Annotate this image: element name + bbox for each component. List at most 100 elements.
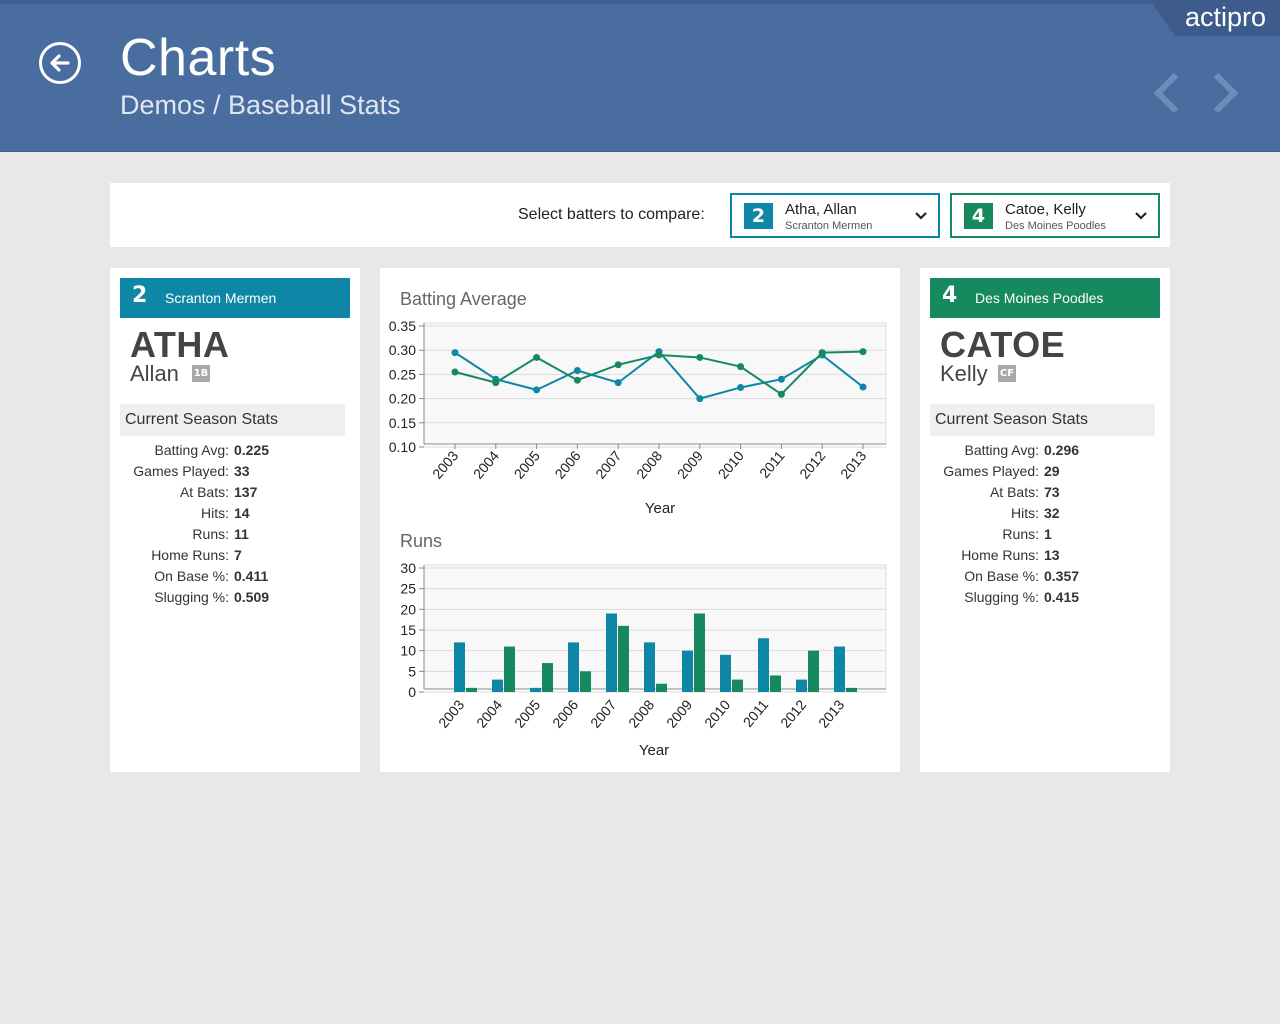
player1-stat-label: At Bats: — [179, 484, 229, 500]
avg-series-1-point — [573, 367, 581, 375]
runs-series-1-bar — [530, 687, 541, 692]
player2-stat-value: 73 — [1044, 484, 1060, 500]
player1-stat-label: Hits: — [201, 505, 229, 521]
runs-x-tick-label: 2006 — [549, 696, 581, 730]
player2-stat-label: On Base %: — [964, 568, 1039, 584]
runs-x-axis-label: Year — [639, 742, 669, 759]
avg-x-tick-label: 2009 — [674, 447, 706, 481]
avg-series-1-point — [859, 383, 867, 391]
player2-stat-row: Home Runs: 13 — [920, 547, 1160, 568]
player1-stat-label: Slugging %: — [154, 589, 229, 605]
runs-series-1-bar — [644, 642, 655, 692]
player1-stat-row: On Base %: 0.411 — [110, 568, 350, 589]
runs-series-2-bar — [656, 683, 667, 692]
batter2-dropdown[interactable]: 4 Catoe, Kelly Des Moines Poodles — [950, 193, 1160, 238]
player1-stat-label: Home Runs: — [151, 547, 229, 563]
player2-stat-value: 0.415 — [1044, 589, 1080, 605]
player2-stat-row: On Base %: 0.357 — [920, 568, 1160, 589]
player2-stat-label: Hits: — [1011, 505, 1039, 521]
player1-stat-value: 0.509 — [234, 589, 270, 605]
chevron-left-icon[interactable] — [1150, 72, 1184, 114]
avg-series-1-point — [533, 386, 541, 394]
player2-stat-label: Runs: — [1002, 526, 1039, 542]
player2-stat-value: 29 — [1044, 463, 1060, 479]
player1-stat-row: Hits: 14 — [110, 505, 350, 526]
player1-last-name: ATHA — [130, 324, 230, 365]
avg-x-tick-label: 2013 — [837, 447, 869, 481]
player1-panel: 2 Scranton Mermen ATHA Allan 1B Current … — [110, 268, 360, 772]
avg-series-1-point — [737, 383, 745, 391]
runs-series-2-bar — [618, 625, 629, 692]
player2-first-name: Kelly — [940, 361, 988, 386]
batter1-number: 2 — [744, 203, 773, 229]
avg-series-2-point — [777, 390, 785, 398]
actipro-logo: actipro — [1185, 2, 1267, 32]
batter2-team: Des Moines Poodles — [1005, 220, 1106, 232]
avg-series-2-point — [492, 379, 500, 387]
avg-y-tick-label: 0.25 — [389, 366, 416, 382]
breadcrumb: Demos / Baseball Stats — [120, 90, 401, 120]
batter1-name: Atha, Allan — [785, 201, 857, 218]
runs-x-tick-label: 2010 — [701, 696, 733, 730]
avg-series-2-point — [573, 376, 581, 384]
runs-series-2-bar — [466, 687, 477, 692]
avg-x-tick-label: 2012 — [796, 447, 828, 481]
runs-series-2-bar — [732, 679, 743, 692]
player1-stat-value: 0.411 — [234, 568, 269, 584]
chevron-right-icon[interactable] — [1208, 72, 1242, 114]
avg-x-tick-label: 2006 — [551, 447, 583, 481]
runs-x-tick-label: 2008 — [625, 696, 657, 730]
player1-team-banner: 2 Scranton Mermen — [120, 278, 350, 318]
avg-x-tick-label: 2004 — [470, 447, 502, 481]
player1-stat-value: 7 — [234, 547, 242, 563]
player1-stat-value: 0.225 — [234, 442, 270, 458]
player1-stat-label: Runs: — [192, 526, 229, 542]
batter1-team: Scranton Mermen — [785, 220, 873, 232]
runs-series-1-bar — [492, 679, 503, 692]
player2-stat-value: 32 — [1044, 505, 1060, 521]
batter2-name: Catoe, Kelly — [1005, 201, 1086, 218]
avg-series-2-point — [737, 363, 745, 371]
batter1-dropdown[interactable]: 2 Atha, Allan Scranton Mermen — [730, 193, 940, 238]
avg-x-tick-label: 2010 — [715, 447, 747, 481]
player1-team: Scranton Mermen — [165, 290, 277, 306]
player1-season-header: Current Season Stats — [120, 404, 345, 436]
runs-x-tick-label: 2012 — [777, 696, 809, 730]
player2-stat-row: Hits: 32 — [920, 505, 1160, 526]
runs-y-tick-label: 25 — [400, 581, 416, 597]
avg-y-tick-label: 0.35 — [389, 318, 416, 334]
avg-series-2-point — [533, 353, 541, 361]
avg-series-2-point — [614, 361, 622, 369]
player1-stat-value: 11 — [234, 526, 249, 542]
app-header: Charts Demos / Baseball Stats actipro — [0, 0, 1280, 152]
header-top-line — [0, 0, 1160, 4]
player1-number: 2 — [132, 283, 148, 308]
player2-stat-row: At Bats: 73 — [920, 484, 1160, 505]
player2-stat-label: Games Played: — [943, 463, 1039, 479]
runs-series-2-bar — [846, 687, 857, 692]
chevron-down-icon — [915, 212, 927, 220]
runs-y-tick-label: 15 — [400, 622, 416, 638]
runs-y-tick-label: 30 — [400, 560, 416, 576]
runs-series-1-bar — [758, 638, 769, 692]
page-title: Charts — [120, 29, 277, 87]
player1-stat-value: 137 — [234, 484, 258, 500]
player2-stat-value: 0.296 — [1044, 442, 1080, 458]
back-button[interactable] — [39, 42, 81, 84]
player2-stat-row: Games Played: 29 — [920, 463, 1160, 484]
chevron-down-icon — [1135, 212, 1147, 220]
player2-number: 4 — [942, 283, 958, 308]
runs-series-1-bar — [834, 646, 845, 692]
player2-position-badge: CF — [998, 365, 1016, 382]
charts-panel: Batting Average Runs 0.35 0.30 0.25 0.20 0.1… — [380, 268, 900, 772]
avg-series-1-point — [777, 375, 785, 383]
runs-series-1-bar — [454, 642, 465, 692]
avg-series-1-point — [451, 349, 459, 357]
player2-stat-row: Slugging %: 0.415 — [920, 589, 1160, 610]
runs-x-tick-label: 2011 — [740, 696, 772, 730]
avg-x-tick-label: 2011 — [756, 447, 788, 481]
avg-x-tick-label: 2008 — [633, 447, 665, 481]
player2-stat-value: 0.357 — [1044, 568, 1080, 584]
player1-stat-row: Home Runs: 7 — [110, 547, 350, 568]
